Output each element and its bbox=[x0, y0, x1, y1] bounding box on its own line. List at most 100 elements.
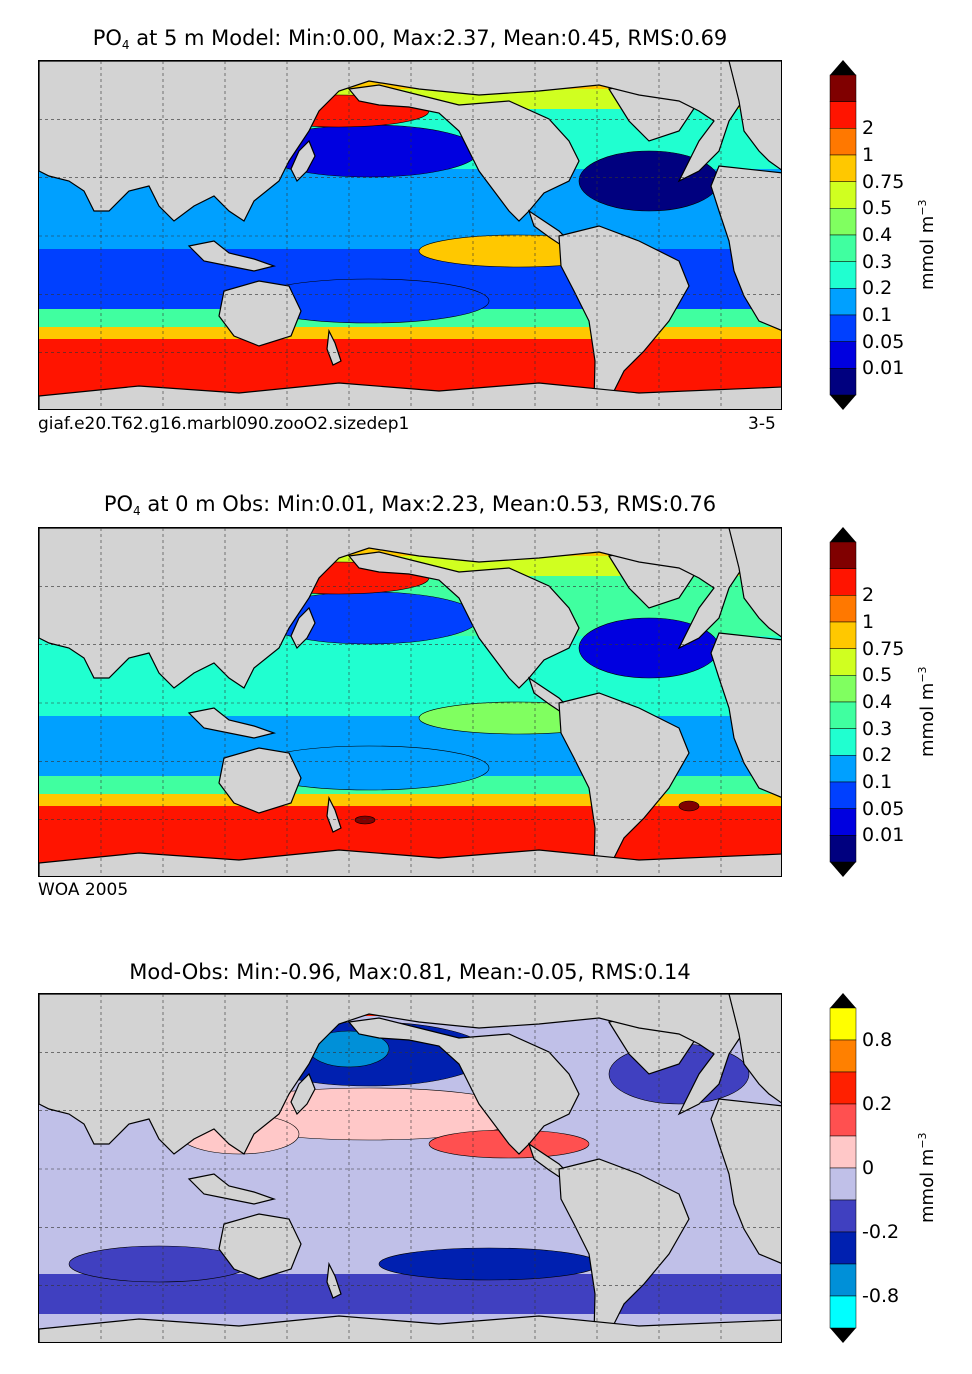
high-po4-patch bbox=[678, 800, 700, 812]
antarctica bbox=[39, 382, 781, 409]
colorbar-tick-label: 0 bbox=[862, 1157, 875, 1179]
colorbar bbox=[829, 527, 857, 877]
colorbar-tick-label: 1 bbox=[862, 144, 875, 166]
colorbar-segment bbox=[829, 701, 857, 729]
panel-obs: PO4 at 0 m Obs: Min:0.01, Max:2.23, Mean… bbox=[0, 460, 972, 920]
colorbar bbox=[829, 60, 857, 410]
south-america bbox=[558, 225, 690, 407]
colorbar-extend-top bbox=[830, 60, 856, 75]
panel-title: Mod-Obs: Min:-0.96, Max:0.81, Mean:-0.05… bbox=[129, 960, 691, 984]
colorbar-segment bbox=[829, 234, 857, 262]
australia bbox=[218, 747, 302, 814]
colorbar-segment bbox=[829, 728, 857, 756]
colorbar-tick-label: -0.8 bbox=[862, 1285, 900, 1307]
europe-east bbox=[728, 994, 781, 1104]
map-diff bbox=[38, 993, 782, 1343]
colorbar-segment bbox=[829, 1263, 857, 1297]
colorbar-segment bbox=[829, 74, 857, 102]
colorbar-tick-label: 0.4 bbox=[862, 691, 893, 713]
colorbar-segment bbox=[829, 101, 857, 129]
colorbar-segment bbox=[829, 755, 857, 783]
australia bbox=[218, 280, 302, 347]
colorbar-segment bbox=[829, 1135, 857, 1169]
colorbar-segment bbox=[829, 1295, 857, 1329]
south-transition-band bbox=[39, 794, 781, 806]
colorbar-segment bbox=[829, 781, 857, 809]
colorbar-segment bbox=[829, 648, 857, 676]
source-label: WOA 2005 bbox=[38, 880, 129, 900]
colorbar-tick-label: 0.01 bbox=[862, 357, 905, 380]
japan bbox=[290, 1072, 316, 1116]
colorbar-tick-label: 0.75 bbox=[862, 170, 905, 193]
colorbar-extend-bottom bbox=[830, 862, 856, 877]
colorbar-tick-label: 0.5 bbox=[862, 197, 893, 220]
north-america bbox=[347, 551, 580, 689]
colorbar-segment bbox=[829, 1007, 857, 1041]
africa bbox=[710, 1098, 781, 1264]
colorbar-segment bbox=[829, 1039, 857, 1073]
europe-asia bbox=[39, 994, 781, 1155]
colorbar-extend-top bbox=[830, 527, 856, 542]
africa bbox=[710, 632, 781, 798]
colorbar-segment bbox=[829, 341, 857, 369]
colorbar-segment bbox=[829, 621, 857, 649]
colorbar-segment bbox=[829, 368, 857, 396]
colorbar-segment bbox=[829, 1071, 857, 1105]
colorbar-tick-label: 0.1 bbox=[862, 304, 893, 326]
panel-model: PO4 at 5 m Model: Min:0.00, Max:2.37, Me… bbox=[0, 0, 972, 460]
indonesia bbox=[187, 1173, 277, 1205]
antarctica bbox=[39, 1315, 781, 1342]
colorbar-segment bbox=[829, 128, 857, 156]
colorbar-segment bbox=[829, 568, 857, 596]
colorbar-tick-label: 0.05 bbox=[862, 330, 905, 353]
south-america bbox=[558, 1158, 690, 1340]
europe-east bbox=[728, 528, 781, 638]
colorbar-extend-bottom bbox=[830, 395, 856, 410]
colorbar-unit-label: mmol m−3 bbox=[916, 666, 938, 757]
colorbar-tick-label: 0.5 bbox=[862, 664, 893, 687]
colorbar-tick-label: 0.3 bbox=[862, 717, 893, 740]
europe-asia bbox=[39, 61, 781, 222]
colorbar-segment bbox=[829, 541, 857, 569]
colorbar-segment bbox=[829, 808, 857, 836]
colorbar-segment bbox=[829, 1231, 857, 1265]
panel-title: PO4 at 5 m Model: Min:0.00, Max:2.37, Me… bbox=[92, 26, 728, 52]
colorbar-tick-label: 0.05 bbox=[862, 797, 905, 820]
colorbar-tick-label: 1 bbox=[862, 611, 875, 633]
colorbar-tick-label: 0.2 bbox=[862, 744, 893, 767]
colorbar bbox=[829, 993, 857, 1343]
southern-ocean-region bbox=[378, 1247, 600, 1281]
colorbar-segment bbox=[829, 595, 857, 623]
colorbar-tick-label: 0.1 bbox=[862, 771, 893, 793]
north-america bbox=[347, 84, 580, 222]
high-po4-patch bbox=[354, 815, 376, 825]
south-america bbox=[558, 692, 690, 874]
colorbar-tick-label: 0.75 bbox=[862, 637, 905, 660]
japan bbox=[290, 139, 316, 183]
colorbar-extend-bottom bbox=[830, 1328, 856, 1343]
new-zealand bbox=[326, 328, 342, 366]
panel-title: PO4 at 0 m Obs: Min:0.01, Max:2.23, Mean… bbox=[103, 492, 717, 518]
australia bbox=[218, 1213, 302, 1280]
japan bbox=[290, 606, 316, 650]
south-transition-band bbox=[39, 327, 781, 339]
colorbar-segment bbox=[829, 1103, 857, 1137]
case-name-label: giaf.e20.T62.g16.marbl090.zooO2.sizedep1 bbox=[38, 414, 410, 434]
panel-diff: Mod-Obs: Min:-0.96, Max:0.81, Mean:-0.05… bbox=[0, 920, 972, 1374]
colorbar-tick-label: 0.8 bbox=[862, 1029, 893, 1051]
colorbar-segment bbox=[829, 154, 857, 182]
europe-east bbox=[728, 61, 781, 171]
colorbar-tick-label: 0.2 bbox=[862, 1093, 893, 1115]
colorbar-tick-label: 0.4 bbox=[862, 224, 893, 246]
colorbar-segment bbox=[829, 314, 857, 342]
colorbar-tick-label: 0.2 bbox=[862, 277, 893, 300]
colorbar-segment bbox=[829, 675, 857, 703]
indonesia bbox=[187, 240, 277, 272]
antarctica bbox=[39, 849, 781, 876]
new-zealand bbox=[326, 1261, 342, 1299]
colorbar-tick-label: -0.2 bbox=[862, 1221, 900, 1243]
map-model bbox=[38, 60, 782, 410]
colorbar-tick-label: 2 bbox=[862, 584, 875, 607]
colorbar-tick-label: 2 bbox=[862, 117, 875, 140]
years-label: 3-5 bbox=[748, 414, 776, 434]
